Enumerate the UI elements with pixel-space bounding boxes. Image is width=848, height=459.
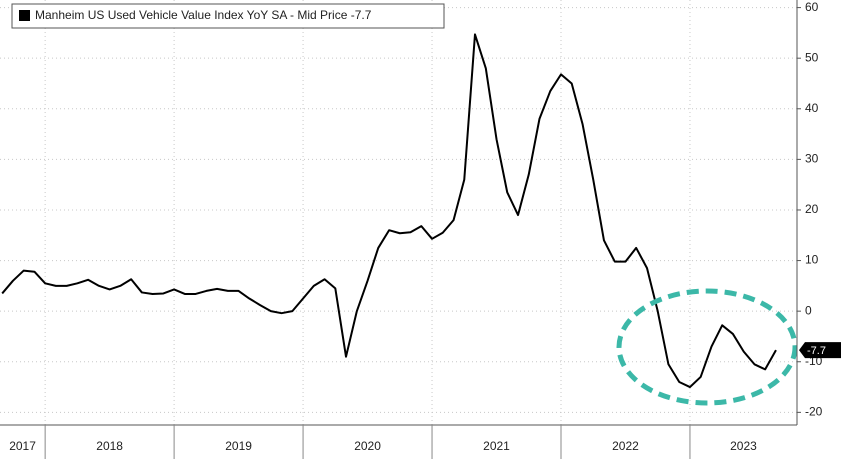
series-line: [1, 33, 777, 389]
mark-layer: [1, 33, 777, 389]
y-tick-label: -20: [805, 405, 823, 419]
highlight-ellipse: [616, 288, 798, 406]
y-tick-label: 50: [805, 50, 819, 64]
x-tick-label: 2018: [96, 439, 123, 453]
legend-label: Manheim US Used Vehicle Value Index YoY …: [35, 8, 372, 22]
x-tick-label: 2023: [730, 439, 757, 453]
legend-box: [11, 3, 445, 29]
last-value-label: -7.7: [807, 345, 826, 357]
y-tick-label: 60: [805, 0, 819, 14]
y-tick-label: 30: [805, 152, 819, 166]
legend: Manheim US Used Vehicle Value Index YoY …: [11, 3, 445, 29]
x-tick-label: 2021: [483, 439, 510, 453]
x-tick-label: 2017: [9, 439, 36, 453]
y-tick-label: 40: [805, 101, 819, 115]
y-tick-label: 0: [805, 303, 812, 317]
legend-swatch: [19, 10, 30, 21]
last-value-box: [799, 342, 841, 359]
y-tick-label: 20: [805, 202, 819, 216]
x-tick-label: 2022: [612, 439, 639, 453]
x-tick-label: 2020: [354, 439, 381, 453]
y-tick-label: 10: [805, 253, 819, 267]
x-tick-label: 2019: [225, 439, 252, 453]
